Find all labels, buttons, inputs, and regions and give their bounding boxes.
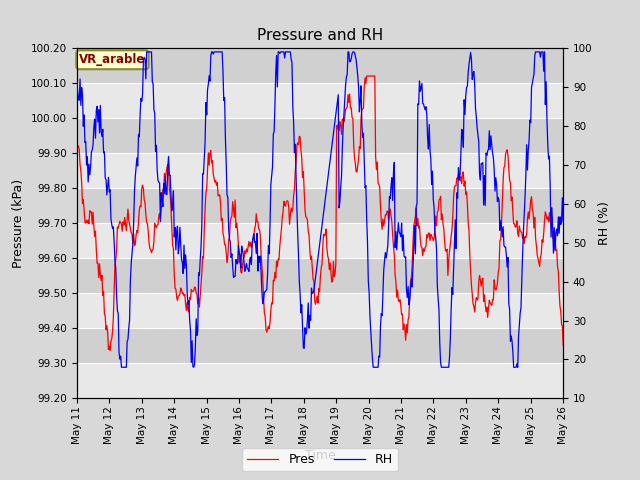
RH [361,185,369,191]
Title: Pressure and RH: Pressure and RH [257,28,383,43]
Bar [77,118,563,153]
RH [399,232,407,238]
Bar [77,83,563,118]
RH [161,191,168,197]
RH [559,219,567,225]
Pres [106,348,114,353]
Bar [77,223,563,258]
Pres [294,140,301,146]
RH [73,78,81,84]
Bar [77,293,563,328]
Bar [77,328,563,363]
Y-axis label: Pressure (kPa): Pressure (kPa) [12,179,26,268]
Bar [77,363,563,398]
Text: VR_arable: VR_arable [79,53,146,66]
Pres [73,134,81,140]
RH [294,252,302,258]
Pres [559,342,567,348]
RH [143,49,150,55]
Line: Pres: Pres [77,76,563,350]
Bar [77,48,563,83]
Legend: Pres, RH: Pres, RH [242,448,398,471]
RH [441,364,449,370]
Pres [399,327,407,333]
Bar [77,188,563,223]
Pres [363,73,371,79]
RH [200,171,207,177]
Line: RH: RH [77,52,563,367]
Y-axis label: RH (%): RH (%) [598,201,611,245]
Pres [160,186,168,192]
Pres [360,84,368,90]
Pres [199,253,207,259]
RH [118,364,125,370]
X-axis label: Time: Time [305,449,335,462]
Pres [441,239,449,245]
Bar [77,258,563,293]
Bar [77,153,563,188]
